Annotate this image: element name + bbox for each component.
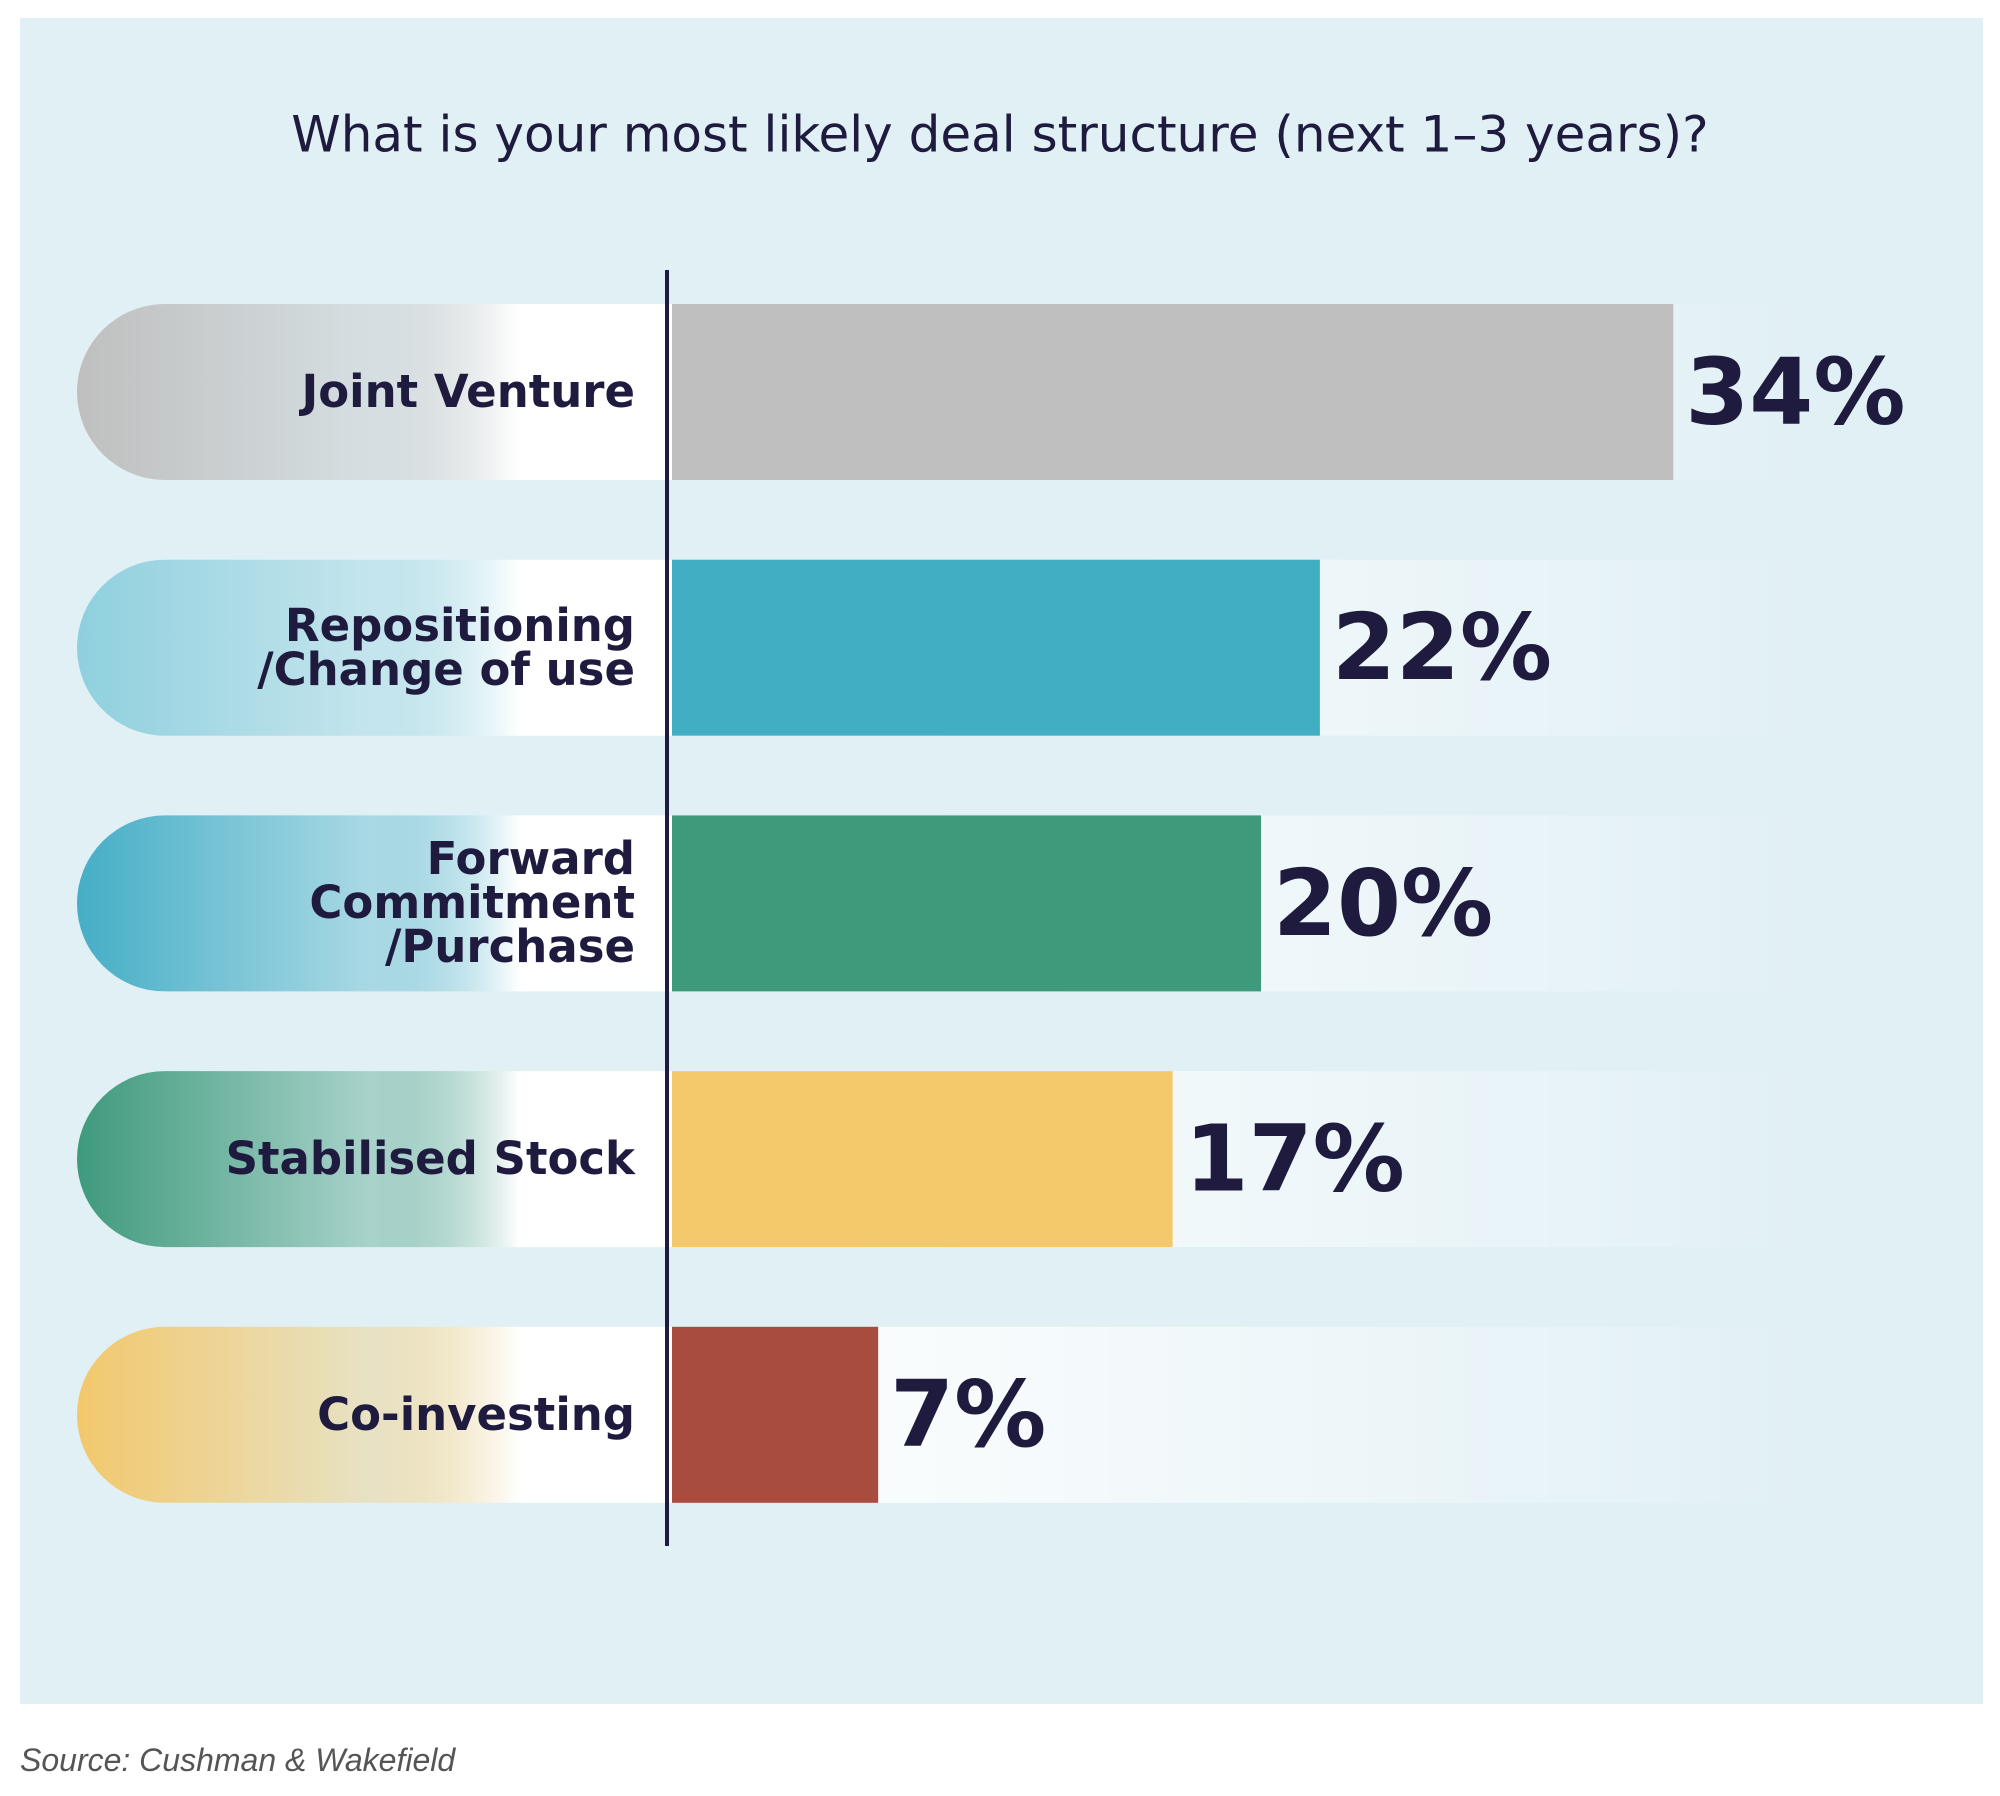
bar (672, 559, 1320, 736)
source: Source: Cushman & Wakefield (20, 1742, 456, 1778)
category-label: Forward Commitment /Purchase (309, 832, 635, 974)
category-label: Repositioning /Change of use (257, 598, 635, 696)
value-label: 17% (1185, 1105, 1405, 1212)
label-pill (77, 304, 667, 480)
bar (672, 815, 1261, 992)
label-pill (77, 1071, 667, 1248)
value-label: 34% (1685, 338, 1905, 445)
chart-title: What is your most likely deal structure … (291, 106, 1708, 164)
bar (672, 1326, 879, 1503)
bar (672, 304, 1674, 480)
bar (672, 1071, 1173, 1248)
category-label: Stabilised Stock (225, 1132, 635, 1186)
value-label: 7% (890, 1361, 1046, 1468)
label-pill (77, 1326, 667, 1503)
label-pill (77, 559, 667, 736)
value-label: 22% (1332, 594, 1552, 701)
category-label: Co-investing (317, 1387, 635, 1441)
category-label: Joint Venture (301, 365, 635, 418)
label-pill (77, 815, 667, 992)
value-label: 20% (1273, 850, 1493, 957)
